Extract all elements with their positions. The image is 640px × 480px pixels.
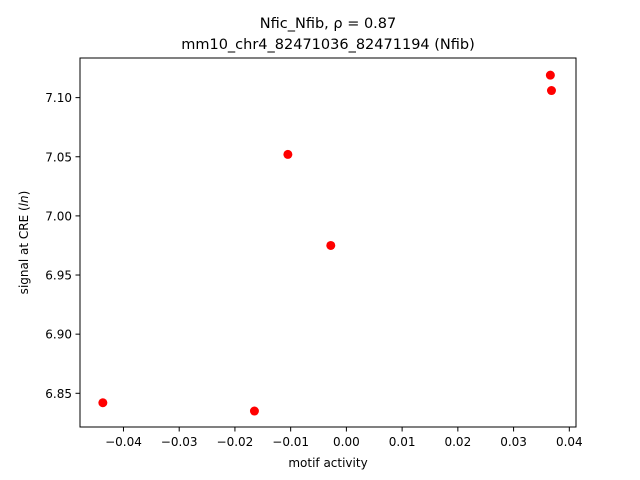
chart-subtitle: mm10_chr4_82471036_82471194 (Nfib): [181, 37, 475, 53]
y-tick-label-4: 7.05: [45, 150, 72, 164]
chart-title-rho: ρ = 0.87: [333, 16, 396, 32]
data-point-6: [546, 86, 556, 96]
data-point-3: [283, 149, 293, 159]
x-tick-label-2: −0.02: [217, 435, 254, 449]
chart-title-text: Nfic_Nfib,: [260, 16, 334, 32]
y-tick-label-2: 6.95: [45, 269, 72, 283]
y-axis-label-prefix: signal at CRE (: [17, 206, 31, 294]
y-tick-label-1: 6.90: [45, 328, 72, 342]
data-point-2: [249, 406, 259, 416]
x-axis: −0.04 −0.03 −0.02 −0.01 0.00 0.01 0.02 0.03 0.04: [105, 427, 583, 449]
data-point-5: [545, 70, 555, 80]
y-axis-label-italic: ln: [17, 195, 31, 206]
y-tick-label-3: 7.00: [45, 209, 72, 223]
x-tick-label-0: −0.04: [105, 435, 142, 449]
y-axis: 6.85 6.90 6.95 7.00 7.05 7.10: [45, 91, 80, 401]
x-tick-label-1: −0.03: [161, 435, 198, 449]
x-tick-label-7: 0.03: [500, 435, 527, 449]
data-point-4: [326, 240, 336, 250]
x-tick-label-5: 0.01: [389, 435, 416, 449]
y-axis-label-suffix: ): [17, 191, 31, 196]
x-tick-label-8: 0.04: [556, 435, 583, 449]
y-tick-label-0: 6.85: [45, 387, 72, 401]
data-point-1: [98, 398, 108, 408]
x-axis-label: motif activity: [288, 456, 367, 470]
data-points: [98, 70, 556, 416]
y-axis-label: signal at CRE (ln): [17, 191, 31, 295]
plot-frame: [79, 57, 577, 428]
chart-title: Nfic_Nfib, ρ = 0.87: [260, 16, 396, 32]
x-tick-label-4: 0.00: [333, 435, 360, 449]
y-tick-label-5: 7.10: [45, 91, 72, 105]
x-tick-label-3: −0.01: [272, 435, 309, 449]
x-tick-label-6: 0.02: [444, 435, 471, 449]
